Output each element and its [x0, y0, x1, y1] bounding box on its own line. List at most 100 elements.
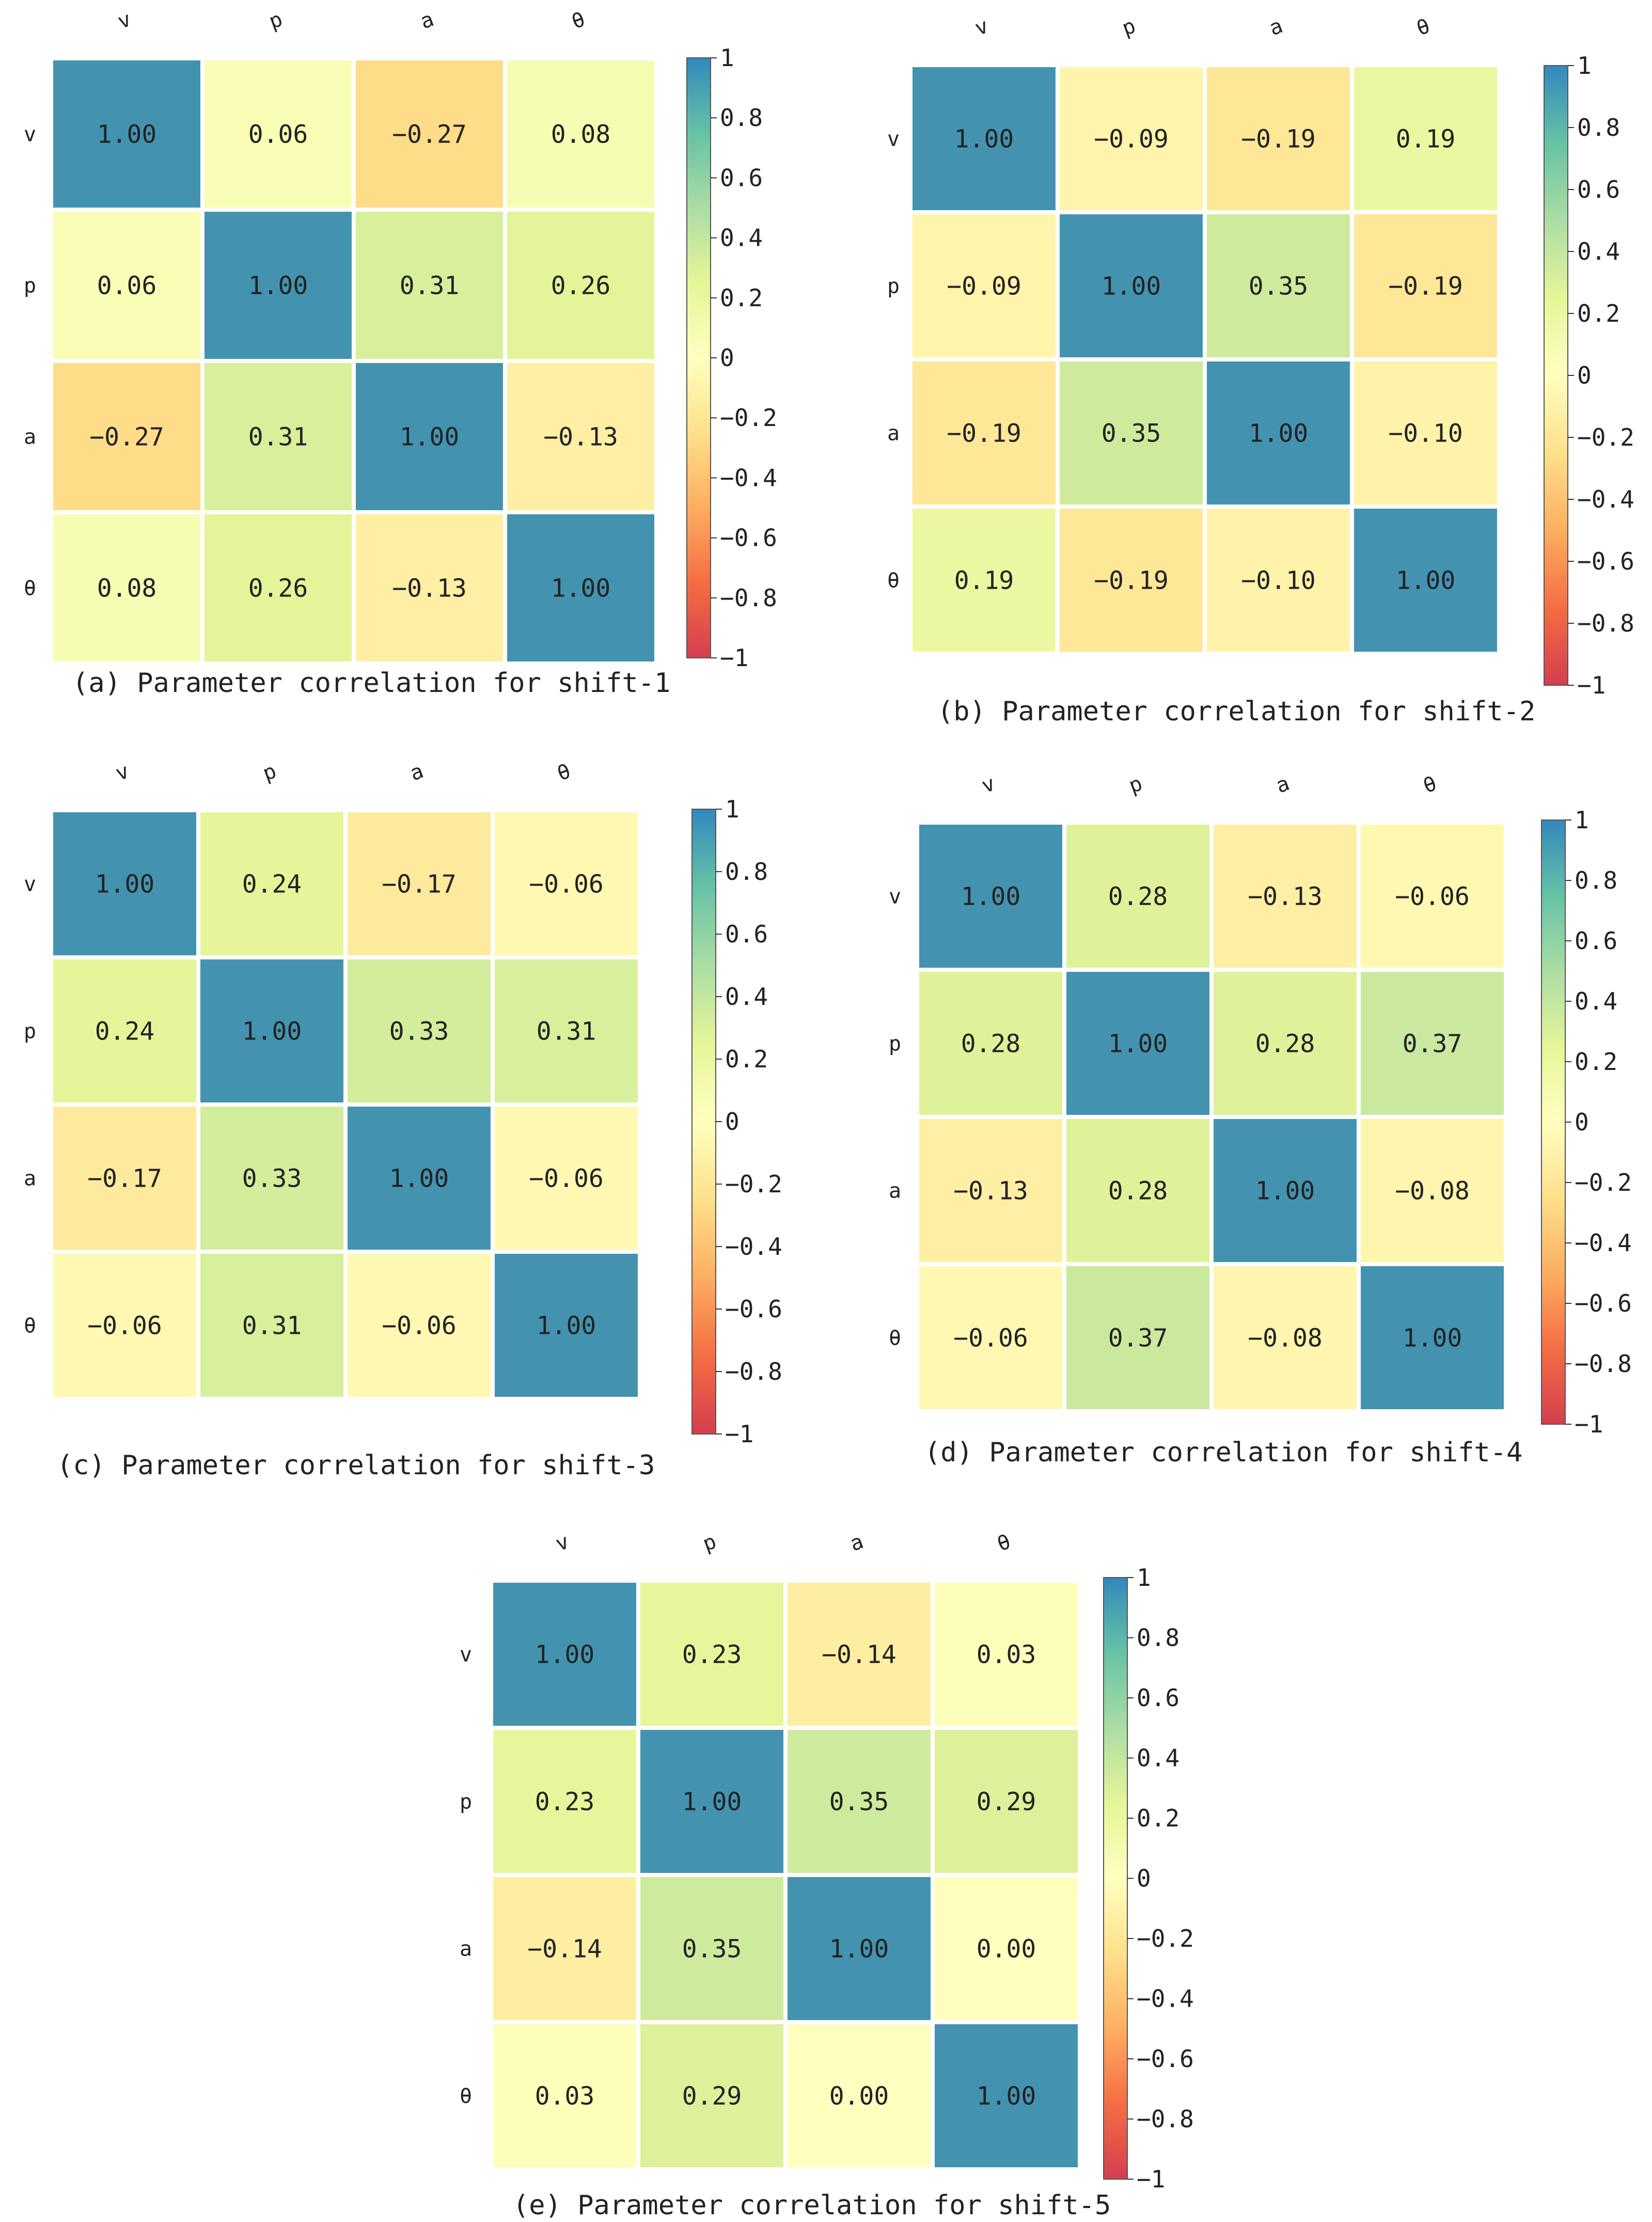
chart-2-cell-r1-c2 [1060, 67, 1203, 210]
chart-4-cell-r2-c3 [1214, 972, 1357, 1115]
chart-4-colorbar-tick-label-5: 0.2 [1575, 1048, 1617, 1076]
chart-3-cell-label-r1-c1: 1.00 [95, 870, 155, 899]
chart-2-cell-r1-c4 [1354, 67, 1497, 210]
chart-4-cell-label-r3-c1: −0.13 [953, 1177, 1028, 1206]
chart-4-caption: (d) Parameter correlation for shift-4 [924, 1437, 1522, 1468]
chart-3-cell-r4-c4 [495, 1254, 638, 1397]
chart-4-col-label-3: a [1273, 771, 1293, 798]
chart-1-colorbar-tick-label-2: 0.8 [720, 104, 763, 132]
chart-4-cell-r3-c3 [1214, 1119, 1357, 1262]
chart-4-colorbar [1541, 820, 1566, 1425]
chart-2-cell-r4-c1 [912, 509, 1056, 652]
chart-5-cell-r2-c1 [493, 1730, 636, 1873]
chart-3-row-label-2: p [24, 1020, 36, 1044]
chart-1-row-label-4: θ [24, 577, 36, 601]
chart-5-colorbar-tick-label-10: −0.8 [1137, 2105, 1194, 2133]
chart-1-cell-label-r1-c3: −0.27 [392, 120, 467, 149]
chart-1-cell-label-r2-c1: 0.06 [97, 272, 157, 301]
chart-3-cell-label-r2-c3: 0.33 [389, 1017, 449, 1046]
chart-3-cell-label-r1-c2: 0.24 [242, 870, 302, 899]
chart-3-cell-label-r3-c4: −0.06 [529, 1164, 604, 1193]
chart-2-cell-label-r3-c1: −0.19 [947, 419, 1021, 448]
chart-2-cell-r2-c4 [1354, 214, 1497, 357]
chart-5-cell-r3-c4 [935, 1877, 1078, 2020]
chart-1-cell-r1-c3 [356, 60, 503, 208]
chart-3-cell-label-r4-c1: −0.06 [87, 1312, 162, 1341]
chart-1-cell-r2-c1 [53, 212, 200, 359]
chart-4-col-label-4: θ [1420, 771, 1440, 798]
chart-5-cell-r4-c2 [640, 2024, 783, 2167]
chart-4-cell-label-r4-c3: −0.08 [1248, 1324, 1323, 1353]
chart-4-cell-label-r2-c3: 0.28 [1255, 1030, 1315, 1059]
chart-2-row-label-2: p [887, 275, 900, 298]
chart-3-cell-r1-c2 [200, 812, 343, 955]
chart-5-cell-r1-c4 [935, 1583, 1078, 1726]
chart-1-cell-label-r1-c2: 0.06 [248, 120, 308, 149]
chart-3-cell-label-r3-c1: −0.17 [87, 1164, 162, 1193]
chart-2-col-label-1: v [972, 14, 992, 40]
chart-4-cell-label-r1-c2: 0.28 [1108, 883, 1168, 911]
chart-1-cell-label-r2-c4: 0.26 [551, 272, 611, 301]
chart-3-colorbar-tick-label-1: 1 [725, 795, 740, 823]
chart-1-row-label-1: v [24, 123, 36, 147]
chart-3-cell-label-r3-c3: 1.00 [389, 1164, 449, 1193]
chart-4-cell-label-r4-c2: 0.37 [1108, 1324, 1168, 1353]
chart-3-cell-label-r3-c2: 0.33 [242, 1164, 302, 1193]
chart-5-cell-label-r3-c2: 0.35 [682, 1935, 742, 1964]
chart-2-cell-r3-c3 [1207, 361, 1350, 505]
chart-2-col-label-4: θ [1413, 14, 1433, 40]
chart-5-cell-r4-c4 [935, 2024, 1078, 2167]
chart-4-cell-r1-c2 [1066, 825, 1209, 968]
chart-4-colorbar-tick-label-4: 0.4 [1575, 987, 1617, 1015]
chart-4-row-label-4: θ [889, 1327, 901, 1350]
chart-3-cell-label-r4-c2: 0.31 [242, 1312, 302, 1341]
chart-4-colorbar-tick-label-2: 0.8 [1575, 866, 1617, 894]
chart-2-cell-label-r2-c4: −0.19 [1388, 272, 1463, 301]
chart-2-cell-label-r3-c4: −0.10 [1388, 419, 1463, 448]
chart-3-col-label-4: θ [554, 759, 574, 785]
chart-5-col-label-2: p [700, 1530, 719, 1556]
chart-1-cell-r1-c1 [53, 60, 200, 208]
chart-4-cell-label-r2-c4: 0.37 [1403, 1030, 1462, 1059]
chart-3-col-label-2: p [260, 759, 279, 785]
chart-3-cell-label-r1-c3: −0.17 [382, 870, 457, 899]
chart-4-colorbar-tick-label-9: −0.6 [1575, 1289, 1632, 1317]
chart-1-cell-label-r3-c3: 1.00 [400, 423, 460, 452]
chart-5-row-label-2: p [460, 1790, 472, 1814]
chart-4-row-label-3: a [889, 1179, 901, 1203]
chart-5-colorbar-tick-label-9: −0.6 [1137, 2045, 1194, 2073]
chart-3-col-label-3: a [407, 759, 427, 785]
chart-5-cell-r3-c2 [640, 1877, 783, 2020]
chart-2-cell-r1-c3 [1207, 67, 1350, 210]
chart-3-row-label-4: θ [24, 1314, 36, 1338]
chart-4-colorbar-tick-label-1: 1 [1575, 806, 1589, 834]
chart-1-cell-r4-c3 [356, 514, 503, 661]
chart-5-cell-label-r1-c4: 0.03 [977, 1641, 1036, 1669]
chart-1-colorbar-tick-label-4: 0.4 [720, 224, 763, 252]
chart-3-cell-r1-c1 [53, 812, 196, 955]
chart-3-cell-r4-c3 [348, 1254, 491, 1397]
chart-5-cell-r2-c4 [935, 1730, 1078, 1873]
chart-5-cell-r1-c3 [788, 1583, 931, 1726]
chart-2-colorbar-tick-label-9: −0.6 [1577, 547, 1634, 575]
chart-5-cell-label-r3-c3: 1.00 [829, 1935, 889, 1964]
chart-2-colorbar-tick-label-10: −0.8 [1577, 609, 1634, 637]
chart-2-cell-label-r1-c1: 1.00 [954, 125, 1014, 154]
chart-4-col-label-2: p [1126, 771, 1145, 798]
chart-1-cell-r4-c4 [507, 514, 654, 661]
chart-5-cell-r1-c1 [493, 1583, 636, 1726]
chart-5-cell-label-r4-c4: 1.00 [977, 2082, 1036, 2111]
chart-1-colorbar-tick-label-7: −0.2 [720, 404, 777, 432]
chart-2-cell-label-r1-c4: 0.19 [1396, 125, 1456, 154]
chart-5-colorbar-tick-label-6: 0 [1137, 1865, 1151, 1893]
chart-1-colorbar-tick-label-11: −1 [720, 644, 748, 672]
chart-3-cell-label-r2-c4: 0.31 [537, 1017, 596, 1046]
chart-3-colorbar-tick-label-10: −0.8 [725, 1358, 782, 1385]
chart-5-cell-label-r1-c1: 1.00 [535, 1641, 595, 1669]
chart-2-caption: (b) Parameter correlation for shift-2 [937, 696, 1535, 727]
chart-1-cell-label-r4-c4: 1.00 [551, 574, 611, 603]
chart-2-cell-r2-c2 [1060, 214, 1203, 357]
chart-2-cell-r3-c2 [1060, 361, 1203, 505]
chart-2-cell-r2-c1 [912, 214, 1056, 357]
